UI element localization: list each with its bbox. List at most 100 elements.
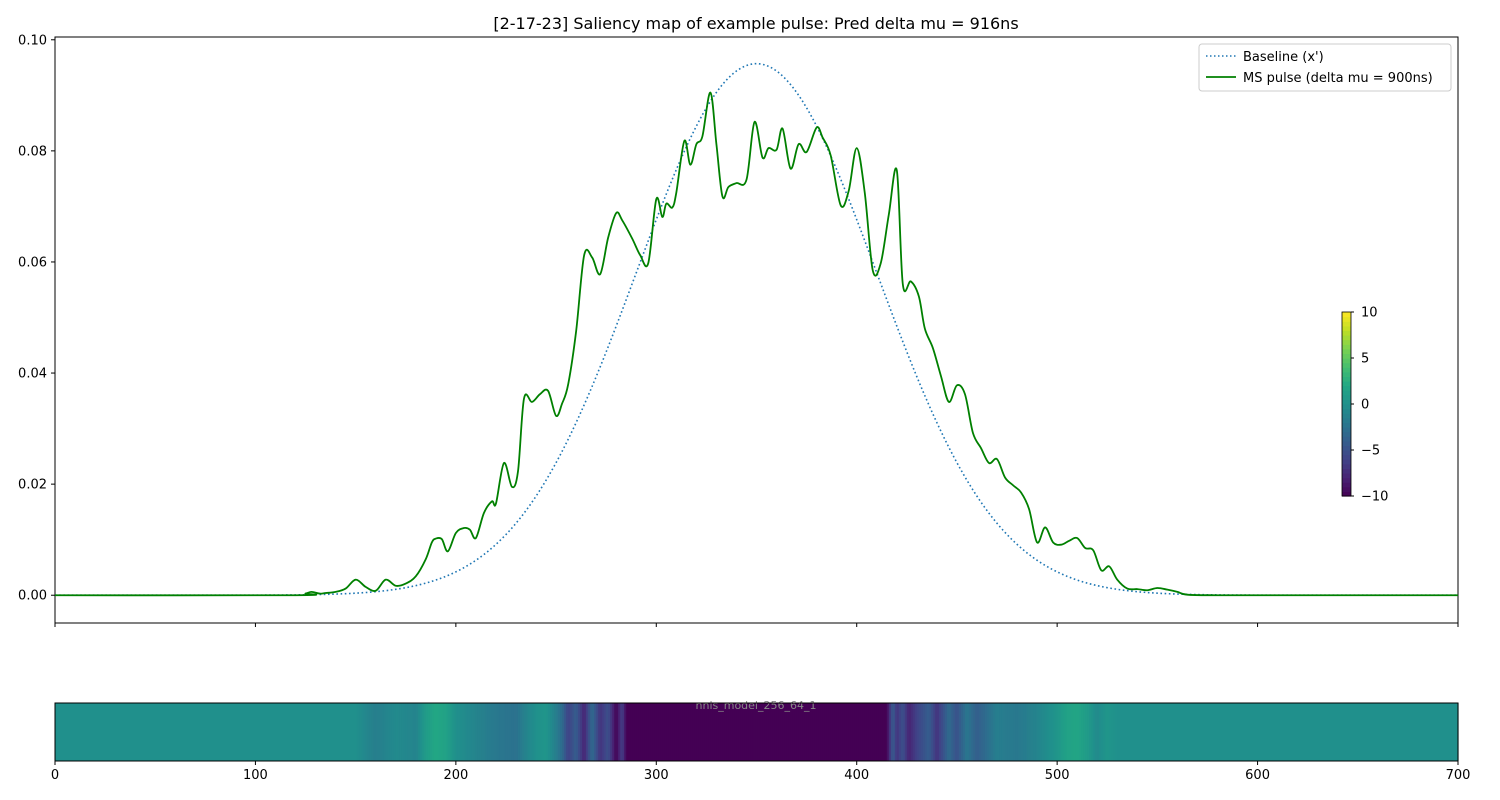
heatmap-cell	[105, 703, 108, 761]
heatmap-cell	[1171, 703, 1174, 761]
heatmap-cell	[271, 703, 275, 761]
heatmap-cell	[1061, 703, 1064, 761]
heatmap-cell	[1237, 703, 1241, 761]
heatmap-cell	[1191, 703, 1195, 761]
heatmap-cell	[327, 703, 331, 761]
heatmap-cell	[1317, 703, 1321, 761]
heatmap-cell	[1403, 703, 1407, 761]
heatmap-cell	[684, 703, 687, 761]
heatmap-cell	[217, 703, 220, 761]
heatmap-cell	[524, 703, 527, 761]
heatmap-cell	[1295, 703, 1299, 761]
heatmap-cell	[373, 703, 377, 761]
heatmap-cell	[387, 703, 391, 761]
heatmap-cell	[580, 703, 583, 761]
heatmap-cell	[147, 703, 150, 761]
heatmap-cell	[1309, 703, 1313, 761]
heatmap-cell	[155, 703, 158, 761]
heatmap-cell	[1233, 703, 1237, 761]
heatmap-cell	[61, 703, 64, 761]
heatmap-cell	[201, 703, 204, 761]
heatmap-cell	[133, 703, 136, 761]
heatmap-cell	[552, 703, 555, 761]
heatmap-cell	[1219, 703, 1223, 761]
y-tick-label: 0.08	[18, 144, 47, 159]
heatmap-cell	[303, 703, 307, 761]
x-tick-label: 100	[243, 768, 268, 783]
heatmap-cell	[1395, 703, 1399, 761]
colorbar-segment	[1342, 362, 1351, 368]
heatmap-cell	[878, 703, 882, 761]
heatmap-cell	[999, 703, 1002, 761]
heatmap-cell	[277, 703, 281, 761]
heatmap-cell	[135, 703, 138, 761]
heatmap-cell	[313, 703, 317, 761]
heatmap-cell	[139, 703, 142, 761]
legend: Baseline (x') MS pulse (delta mu = 900ns…	[1198, 43, 1452, 92]
heatmap-cell	[265, 703, 269, 761]
colorbar-segment	[1342, 325, 1351, 331]
heatmap-cell	[1033, 703, 1036, 761]
heatmap-cell	[435, 703, 439, 761]
heatmap-cell	[1325, 703, 1329, 761]
heatmap-cell	[786, 703, 790, 761]
heatmap-cell	[832, 703, 836, 761]
heatmap-cell	[752, 703, 756, 761]
series-baseline-line	[55, 62, 1458, 597]
heatmap-cell	[568, 703, 571, 761]
heatmap-cell	[940, 703, 944, 761]
heatmap-cell	[281, 703, 285, 761]
heatmap-cell	[1297, 703, 1301, 761]
heatmap-cell	[1355, 703, 1359, 761]
heatmap-cell	[299, 703, 303, 761]
heatmap-cell	[283, 703, 287, 761]
heatmap-cell	[143, 703, 146, 761]
heatmap-cell	[778, 703, 782, 761]
heatmap-cell	[672, 703, 675, 761]
heatmap-cell	[1305, 703, 1309, 761]
heatmap-cell	[522, 703, 525, 761]
heatmap-cell	[1183, 703, 1187, 761]
heatmap-cell	[1169, 703, 1172, 761]
heatmap-cell	[339, 703, 343, 761]
heatmap-cell	[1181, 703, 1185, 761]
heatmap-cell	[1349, 703, 1353, 761]
heatmap-cell	[1127, 703, 1130, 761]
heatmap-cell	[1155, 703, 1158, 761]
heatmap-cell	[986, 703, 990, 761]
heatmap-cell	[113, 703, 116, 761]
heatmap-cell	[944, 703, 948, 761]
series-ms-pulse-line	[54, 91, 1458, 597]
heatmap-cell	[1265, 703, 1269, 761]
heatmap-cell	[385, 703, 389, 761]
heatmap-cell	[995, 703, 998, 761]
heatmap-cell	[554, 703, 557, 761]
heatmap-cell	[81, 703, 84, 761]
heatmap-cell	[471, 703, 475, 761]
heatmap-cell	[1223, 703, 1227, 761]
heatmap-cell	[868, 703, 872, 761]
heatmap-cell	[411, 703, 415, 761]
heatmap-cell	[894, 703, 898, 761]
heatmap-cell	[770, 703, 774, 761]
colorbar-segment	[1342, 339, 1351, 345]
heatmap-cell	[1101, 703, 1104, 761]
heatmap-cell	[117, 703, 120, 761]
heatmap-cell	[55, 703, 58, 761]
heatmap-cell	[558, 703, 561, 761]
heatmap-cell	[892, 703, 896, 761]
heatmap-cell	[341, 703, 345, 761]
heatmap-cell	[668, 703, 671, 761]
heatmap-cell	[1271, 703, 1275, 761]
heatmap-cell	[540, 703, 543, 761]
heatmap-cell	[205, 703, 208, 761]
heatmap-cell	[1321, 703, 1325, 761]
heatmap-cell	[950, 703, 954, 761]
heatmap-cell	[487, 703, 491, 761]
heatmap-cell	[830, 703, 834, 761]
legend-label-baseline: Baseline (x')	[1243, 50, 1324, 65]
heatmap-cell	[1449, 703, 1453, 761]
heatmap-cell	[157, 703, 160, 761]
heatmap-cell	[972, 703, 976, 761]
heatmap-cell	[331, 703, 335, 761]
